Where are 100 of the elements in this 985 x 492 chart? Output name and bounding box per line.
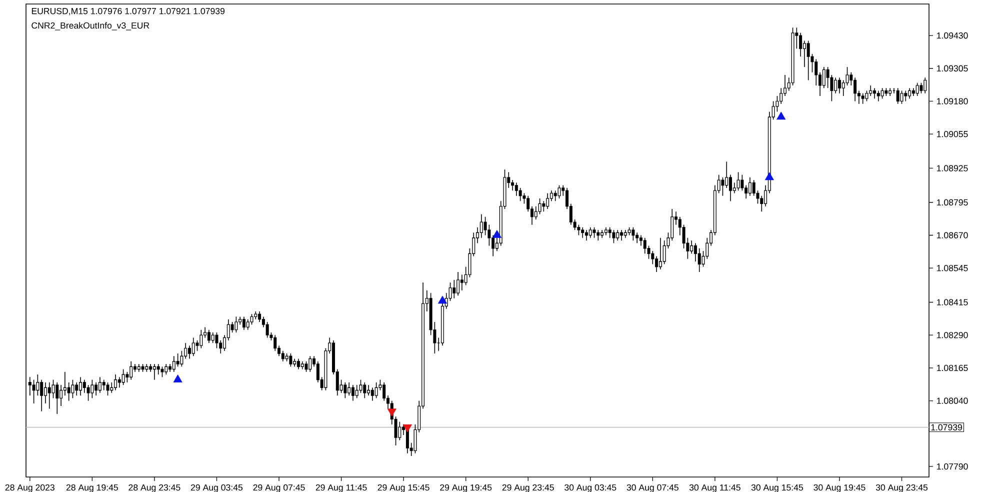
candlestick xyxy=(215,332,218,349)
candlestick xyxy=(63,371,66,396)
y-tick-label: 1.08545 xyxy=(937,264,968,272)
candlestick xyxy=(854,77,857,102)
candlestick xyxy=(98,376,102,394)
candlestick xyxy=(511,180,514,191)
x-tick-label: 28 Aug 19:45 xyxy=(66,484,118,492)
candlestick xyxy=(246,318,250,330)
candlestick xyxy=(690,240,694,254)
candlestick xyxy=(274,334,277,352)
point xyxy=(387,408,396,416)
candlestick xyxy=(488,224,491,246)
candlestick xyxy=(546,192,550,210)
x-tick-label: 29 Aug 19:45 xyxy=(440,484,492,492)
y-tick-label: 1.09305 xyxy=(937,65,968,72)
point xyxy=(776,112,786,120)
candlestick xyxy=(834,77,838,94)
candlestick xyxy=(620,230,624,241)
y-tick-label: 1.09430 xyxy=(937,32,968,39)
candlestick xyxy=(363,382,366,399)
candlestick xyxy=(596,230,600,241)
candlestick xyxy=(402,424,406,436)
y-tick-label: 1.08165 xyxy=(937,364,968,372)
x-tick-label: 30 Aug 15:45 xyxy=(751,484,803,492)
candlestick xyxy=(176,353,180,368)
candlestick xyxy=(780,88,783,104)
candlestick xyxy=(518,188,522,202)
candlestick xyxy=(542,200,546,212)
candlestick xyxy=(740,174,744,191)
candlestick xyxy=(806,40,810,81)
candlestick xyxy=(200,329,203,349)
candlestick xyxy=(40,379,44,412)
candlestick xyxy=(904,90,908,102)
candlestick xyxy=(164,364,168,375)
candlestick xyxy=(398,421,402,441)
candlestick xyxy=(538,198,542,215)
candlestick xyxy=(908,88,912,99)
candlestick xyxy=(799,32,802,57)
candlestick xyxy=(296,358,300,370)
candlestick xyxy=(344,382,347,399)
candlestick xyxy=(916,82,919,96)
candlestick xyxy=(130,360,133,380)
candlestick xyxy=(56,382,59,414)
candlestick xyxy=(106,382,110,396)
candlestick xyxy=(60,384,63,406)
candlestick xyxy=(616,230,620,241)
candlestick xyxy=(873,88,876,99)
candlestick xyxy=(351,384,354,402)
candlestick xyxy=(258,311,262,322)
x-tick-label: 30 Aug 23:45 xyxy=(876,484,928,492)
y-tick-label: 1.07790 xyxy=(937,463,968,470)
candlestick xyxy=(658,237,662,270)
candlestick xyxy=(838,77,841,94)
x-tick-label: 28 Aug 2023 xyxy=(5,484,54,492)
candlestick xyxy=(592,226,596,238)
candlestick xyxy=(266,322,269,338)
candlestick xyxy=(304,360,308,372)
candlestick xyxy=(869,85,872,96)
candlestick xyxy=(86,384,90,402)
candlestick xyxy=(456,272,460,296)
candlestick xyxy=(374,382,378,399)
candlestick xyxy=(460,274,464,291)
candlestick xyxy=(480,214,483,238)
candlestick xyxy=(82,379,86,394)
candlestick xyxy=(636,232,639,244)
candlestick xyxy=(110,382,114,394)
candlestick xyxy=(382,382,386,402)
candlestick xyxy=(75,382,78,396)
candlestick xyxy=(207,329,210,344)
x-tick-label: 30 Aug 07:45 xyxy=(626,484,678,492)
candlestick xyxy=(655,256,658,272)
candlestick xyxy=(581,226,584,238)
candlestick xyxy=(36,374,40,396)
candlestick xyxy=(814,58,818,86)
candlestick xyxy=(736,172,740,191)
candlestick xyxy=(355,384,358,399)
candlestick xyxy=(534,206,538,220)
candlestick xyxy=(28,376,32,396)
candlestick xyxy=(694,242,697,262)
candlestick xyxy=(880,88,884,99)
candlestick xyxy=(242,316,246,330)
candlestick xyxy=(188,345,191,360)
x-tick-label: 29 Aug 03:45 xyxy=(190,484,243,492)
candlestick xyxy=(721,177,724,196)
candlestick xyxy=(514,182,518,196)
candlestick xyxy=(612,230,616,244)
x-tick-label: 29 Aug 07:45 xyxy=(253,484,305,492)
candlestick xyxy=(632,226,635,241)
candlestick xyxy=(32,379,36,404)
candlestick xyxy=(192,337,195,357)
candlestick xyxy=(752,180,756,196)
candlestick xyxy=(896,88,900,104)
candlestick xyxy=(725,161,728,188)
y-tick-label: 1.08670 xyxy=(937,232,968,238)
candlestick xyxy=(308,356,312,372)
x-tick-label: 30 Aug 03:45 xyxy=(564,484,616,492)
y-tick-label: 1.09180 xyxy=(937,98,968,104)
x-tick-label: 28 Aug 23:45 xyxy=(128,484,180,492)
y-tick-label: 1.09055 xyxy=(937,130,968,138)
text: CNR2_BreakOutInfo_v3_EUR xyxy=(32,22,150,30)
